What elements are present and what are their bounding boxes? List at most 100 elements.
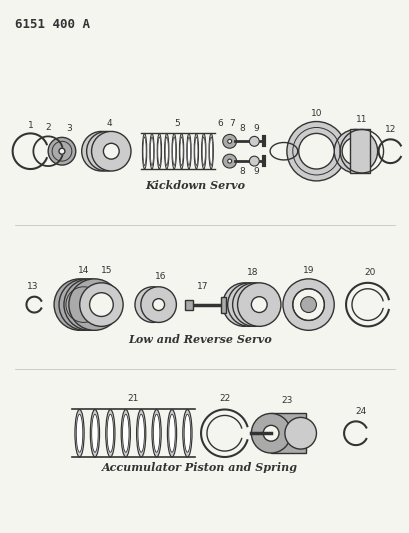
Ellipse shape — [143, 137, 146, 165]
Circle shape — [64, 279, 115, 330]
Text: Kickdown Servo: Kickdown Servo — [145, 180, 245, 191]
Text: 19: 19 — [302, 266, 314, 276]
Circle shape — [98, 143, 114, 159]
Circle shape — [300, 297, 316, 312]
Circle shape — [86, 132, 126, 171]
Circle shape — [333, 130, 377, 173]
Text: 22: 22 — [218, 394, 230, 403]
Text: Accumulator Piston and Spring: Accumulator Piston and Spring — [102, 463, 297, 473]
Text: Low and Reverse Servo: Low and Reverse Servo — [128, 334, 271, 345]
Ellipse shape — [209, 133, 213, 169]
Circle shape — [249, 156, 258, 166]
Ellipse shape — [209, 137, 212, 165]
Circle shape — [146, 298, 158, 311]
Ellipse shape — [76, 414, 83, 452]
Ellipse shape — [194, 133, 198, 169]
Circle shape — [284, 417, 316, 449]
Circle shape — [282, 279, 333, 330]
Ellipse shape — [157, 137, 161, 165]
Circle shape — [251, 414, 290, 453]
Text: 15: 15 — [100, 266, 112, 276]
Circle shape — [79, 283, 123, 326]
Ellipse shape — [201, 133, 205, 169]
Text: 20: 20 — [363, 269, 375, 278]
Text: 12: 12 — [384, 125, 395, 134]
Circle shape — [76, 296, 93, 313]
Text: 9: 9 — [253, 124, 258, 133]
Circle shape — [341, 138, 369, 165]
Circle shape — [152, 298, 164, 311]
Circle shape — [227, 159, 231, 163]
Circle shape — [227, 283, 270, 326]
Circle shape — [241, 297, 257, 312]
Circle shape — [246, 297, 262, 312]
Text: 7: 7 — [228, 119, 234, 128]
Text: 24: 24 — [354, 407, 366, 416]
Circle shape — [54, 279, 105, 330]
Circle shape — [141, 287, 176, 322]
Ellipse shape — [152, 409, 161, 457]
Text: 6: 6 — [216, 119, 222, 128]
Text: 17: 17 — [197, 282, 208, 292]
Circle shape — [59, 148, 65, 154]
Text: 21: 21 — [127, 394, 138, 403]
Text: 14: 14 — [78, 266, 89, 276]
Circle shape — [263, 425, 278, 441]
Circle shape — [48, 138, 76, 165]
Text: 18: 18 — [246, 269, 258, 278]
Ellipse shape — [136, 409, 146, 457]
Circle shape — [135, 287, 170, 322]
Ellipse shape — [122, 414, 129, 452]
Bar — [270, 414, 305, 453]
Ellipse shape — [171, 133, 176, 169]
Ellipse shape — [180, 137, 183, 165]
Ellipse shape — [165, 137, 168, 165]
Text: 16: 16 — [155, 272, 166, 281]
Ellipse shape — [149, 133, 154, 169]
Ellipse shape — [90, 409, 99, 457]
Ellipse shape — [75, 409, 84, 457]
Ellipse shape — [202, 137, 205, 165]
Circle shape — [227, 139, 231, 143]
Text: 8: 8 — [239, 124, 245, 133]
Circle shape — [237, 283, 280, 326]
Circle shape — [90, 293, 113, 317]
Ellipse shape — [153, 414, 160, 452]
Circle shape — [93, 143, 109, 159]
Ellipse shape — [150, 137, 153, 165]
Bar — [349, 130, 369, 173]
Circle shape — [103, 143, 119, 159]
Circle shape — [236, 297, 252, 312]
Circle shape — [292, 289, 324, 320]
Circle shape — [71, 296, 88, 313]
Circle shape — [251, 297, 267, 312]
Ellipse shape — [167, 409, 176, 457]
Ellipse shape — [179, 133, 183, 169]
Text: 11: 11 — [355, 115, 367, 124]
Ellipse shape — [184, 414, 190, 452]
Ellipse shape — [169, 414, 175, 452]
Ellipse shape — [157, 133, 161, 169]
Circle shape — [81, 296, 98, 313]
Ellipse shape — [137, 414, 144, 452]
Ellipse shape — [92, 414, 98, 452]
Text: 4: 4 — [106, 119, 112, 128]
Circle shape — [222, 283, 265, 326]
Circle shape — [222, 154, 236, 168]
Ellipse shape — [142, 133, 146, 169]
Text: 23: 23 — [281, 396, 292, 405]
Text: 5: 5 — [174, 119, 180, 128]
Circle shape — [59, 279, 110, 330]
Text: 13: 13 — [27, 282, 38, 292]
Circle shape — [298, 133, 333, 169]
Circle shape — [222, 134, 236, 148]
Circle shape — [69, 279, 120, 330]
Ellipse shape — [107, 414, 113, 452]
Ellipse shape — [187, 137, 190, 165]
Circle shape — [249, 136, 258, 146]
Ellipse shape — [106, 409, 115, 457]
Circle shape — [85, 296, 103, 313]
Circle shape — [232, 283, 275, 326]
Circle shape — [91, 132, 131, 171]
Ellipse shape — [186, 133, 191, 169]
